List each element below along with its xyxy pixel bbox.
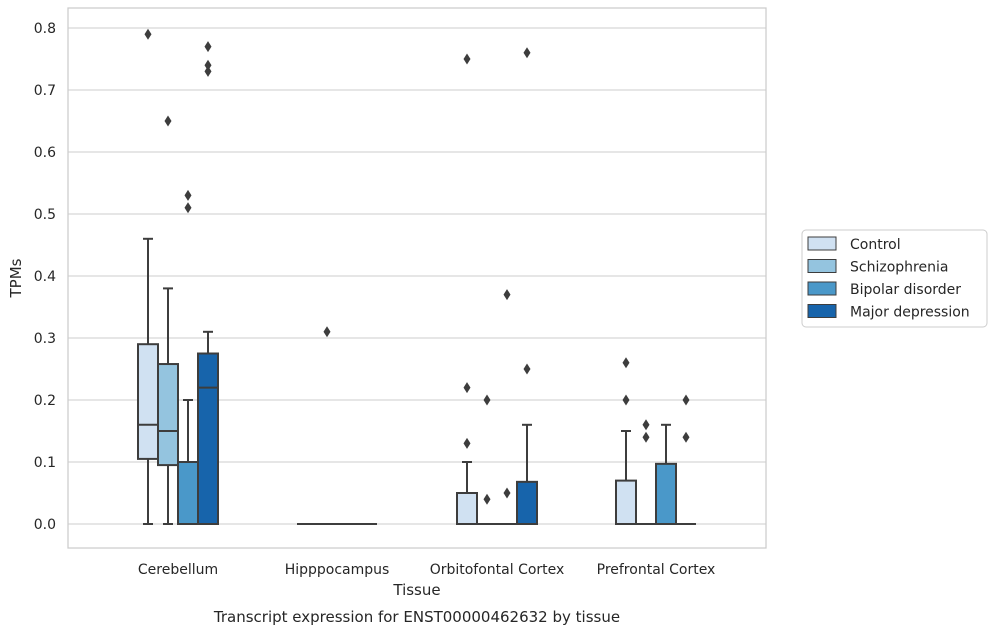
outlier-point [463, 437, 471, 449]
y-axis-ticks: 0.0 0.1 0.2 0.3 0.4 0.5 0.6 0.7 0.8 [34, 21, 56, 533]
outlier-point [642, 419, 650, 431]
legend-swatch [807, 236, 837, 251]
outlier-point [523, 47, 531, 59]
outlier-point [682, 394, 690, 406]
y-tick-label: 0.5 [34, 207, 56, 223]
legend-swatch [807, 304, 837, 318]
y-tick-label: 0.4 [34, 269, 56, 285]
box-bipolar-disorder [177, 399, 199, 525]
box-body [456, 492, 478, 525]
box-major-depression [197, 330, 219, 525]
box-body [197, 352, 219, 525]
outlier-point [483, 394, 491, 406]
legend-label: Major depression [850, 305, 970, 321]
outlier-point [204, 59, 212, 71]
box-body [157, 363, 179, 467]
box-control [456, 461, 478, 525]
outlier-point [204, 65, 212, 77]
x-tick-label: Prefrontal Cortex [597, 562, 716, 578]
outlier-point [144, 28, 152, 40]
y-tick-label: 0.8 [34, 21, 56, 37]
box-major-depression [516, 423, 538, 525]
outlier-point [523, 363, 531, 375]
y-tick-label: 0.0 [34, 517, 56, 533]
box-body [137, 343, 159, 460]
legend-swatch [807, 259, 837, 273]
legend: Control Schizophrenia Bipolar disorder Majo… [801, 229, 988, 328]
outlier-point [184, 189, 192, 201]
y-tick-label: 0.6 [34, 145, 56, 161]
box-body [655, 462, 677, 525]
x-tick-label: Hipppocampus [285, 562, 390, 578]
y-tick-label: 0.3 [34, 331, 56, 347]
plot-area-frame [67, 7, 767, 549]
x-tick-label: Cerebellum [138, 562, 218, 578]
box-control [615, 430, 637, 526]
legend-label: Control [850, 237, 901, 253]
x-axis-label: Tissue [392, 581, 440, 599]
chart-title: Transcript expression for ENST0000046263… [213, 608, 620, 626]
y-tick-label: 0.7 [34, 83, 56, 99]
outliers [144, 28, 690, 505]
outlier-point [622, 394, 630, 406]
outlier-point [164, 115, 172, 127]
legend-swatch [807, 281, 837, 296]
outlier-point [642, 431, 650, 443]
outlier-point [323, 326, 331, 338]
y-axis-label: TPMs [7, 258, 25, 298]
y-tick-label: 0.2 [34, 393, 56, 409]
outlier-point [463, 53, 471, 65]
x-axis-ticks: Cerebellum Hipppocampus Orbitofontal Corte… [138, 562, 715, 578]
box-body [516, 480, 538, 525]
legend-frame [801, 229, 988, 328]
outlier-point [503, 487, 511, 499]
box-schizophrenia [157, 287, 179, 525]
boxes [137, 237, 696, 526]
legend-label: Bipolar disorder [850, 282, 961, 298]
outlier-point [463, 382, 471, 394]
outlier-point [184, 202, 192, 214]
outlier-point [204, 41, 212, 53]
box-bipolar-disorder [655, 423, 677, 525]
outlier-point [682, 431, 690, 443]
outlier-point [483, 493, 491, 505]
outlier-point [503, 289, 511, 301]
outlier-point [622, 357, 630, 369]
x-tick-label: Orbitofontal Cortex [430, 562, 565, 578]
y-tick-label: 0.1 [34, 455, 56, 471]
box-control [137, 237, 159, 525]
legend-label: Schizophrenia [850, 260, 948, 276]
box-body [615, 479, 637, 526]
box-body [177, 461, 199, 525]
